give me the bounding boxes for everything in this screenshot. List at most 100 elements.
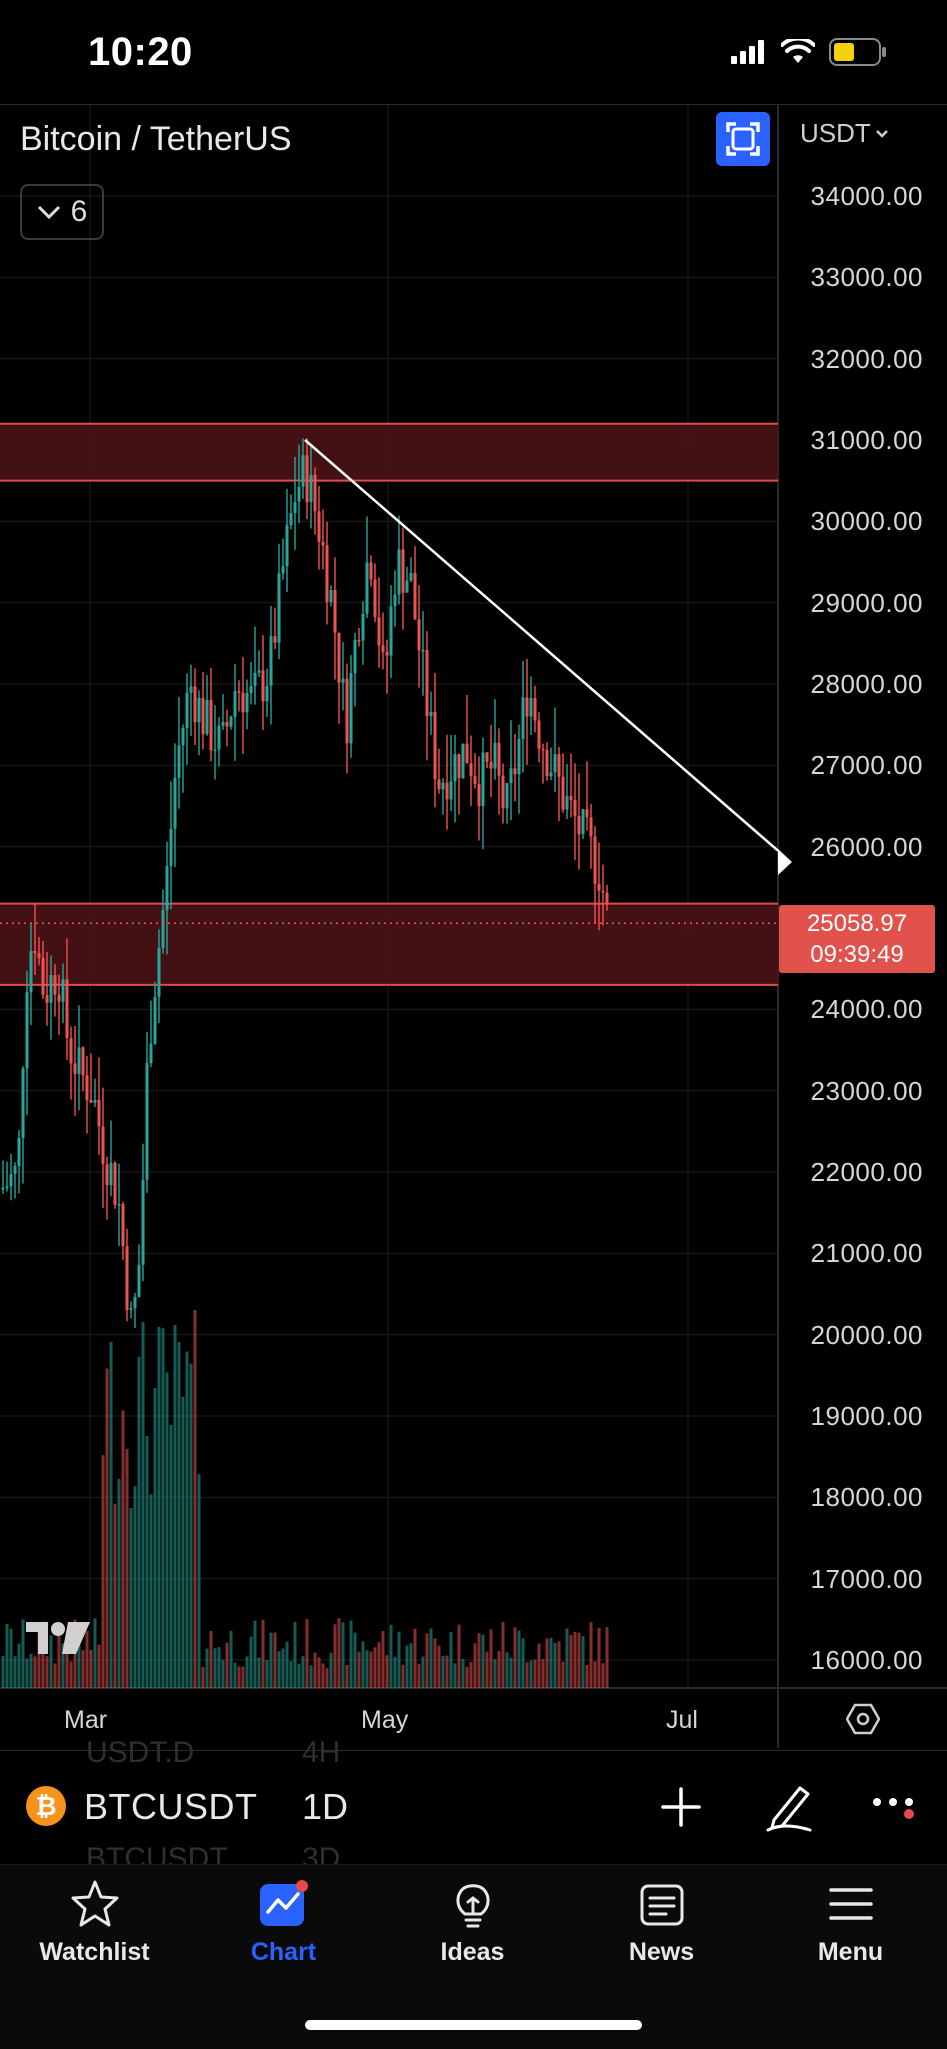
candle-body bbox=[605, 892, 609, 905]
candle-body bbox=[45, 995, 49, 1003]
price-tick-label: 33000.00 bbox=[810, 262, 923, 293]
volume-bar bbox=[25, 1658, 29, 1688]
candle-body bbox=[213, 749, 217, 751]
time-tick-jul: Jul bbox=[666, 1706, 698, 1734]
wifi-icon bbox=[781, 39, 815, 63]
volume-bar bbox=[397, 1631, 401, 1688]
candle-body bbox=[393, 594, 397, 607]
tab-menu[interactable]: Menu bbox=[756, 1878, 945, 1967]
volume-bar bbox=[173, 1325, 177, 1688]
volume-bar bbox=[257, 1657, 261, 1688]
volume-bar bbox=[57, 1635, 61, 1688]
candle-body bbox=[389, 606, 393, 656]
fullscreen-button[interactable] bbox=[716, 112, 770, 166]
candle-body bbox=[133, 1297, 137, 1309]
chevron-down-icon bbox=[37, 205, 60, 220]
chart-icon bbox=[259, 1880, 308, 1926]
candle-body bbox=[365, 562, 369, 614]
candle-body bbox=[489, 761, 493, 769]
menu-icon bbox=[828, 1888, 873, 1920]
volume-bar bbox=[285, 1641, 289, 1688]
more-options-button[interactable] bbox=[872, 1792, 918, 1827]
volume-bar bbox=[49, 1635, 53, 1688]
candle-body bbox=[481, 752, 485, 807]
candle-body bbox=[569, 796, 573, 800]
trendline bbox=[304, 439, 779, 852]
volume-bar bbox=[553, 1642, 557, 1688]
volume-bar bbox=[337, 1618, 341, 1688]
volume-bar bbox=[165, 1372, 169, 1688]
status-icons bbox=[731, 38, 887, 66]
candle-body bbox=[385, 651, 389, 656]
symbol-bar bbox=[0, 1750, 947, 1865]
candle-body bbox=[49, 975, 53, 1003]
chart-settings-button[interactable] bbox=[845, 1703, 881, 1740]
volume-bar bbox=[545, 1638, 549, 1688]
volume-bar bbox=[489, 1629, 493, 1688]
candle-body bbox=[353, 639, 357, 674]
volume-bar bbox=[369, 1651, 373, 1688]
candle-body bbox=[409, 573, 413, 581]
candle-body bbox=[525, 697, 529, 717]
volume-bar bbox=[93, 1618, 97, 1688]
symbol-picker[interactable]: BTCUSDT bbox=[84, 1786, 258, 1827]
candle-body bbox=[461, 743, 465, 779]
volume-bar bbox=[41, 1621, 45, 1688]
volume-bar bbox=[45, 1656, 49, 1688]
candle-body bbox=[97, 1100, 101, 1127]
volume-bar bbox=[1, 1655, 5, 1688]
candle-body bbox=[125, 1246, 129, 1311]
candle-body bbox=[145, 1063, 149, 1180]
tab-news-label: News bbox=[628, 1938, 695, 1966]
drawing-tools-button[interactable] bbox=[764, 1780, 814, 1839]
tab-watchlist-label: Watchlist bbox=[39, 1938, 150, 1966]
tab-chart-label: Chart bbox=[250, 1938, 317, 1966]
price-tick-label: 23000.00 bbox=[810, 1075, 923, 1106]
volume-bar bbox=[601, 1663, 605, 1688]
volume-bar bbox=[213, 1648, 217, 1688]
candle-body bbox=[1, 1187, 5, 1190]
candle-body bbox=[277, 573, 281, 643]
volume-bar bbox=[417, 1663, 421, 1688]
tab-news[interactable]: News bbox=[567, 1878, 756, 1967]
candle-body bbox=[33, 950, 37, 954]
tab-ideas[interactable]: Ideas bbox=[378, 1878, 567, 1967]
candle-body bbox=[517, 739, 521, 775]
indicators-toggle-button[interactable]: 6 bbox=[20, 184, 104, 240]
volume-bar bbox=[345, 1664, 349, 1688]
volume-bar bbox=[377, 1642, 381, 1688]
volume-bar bbox=[525, 1662, 529, 1688]
interval-picker[interactable]: 1D bbox=[302, 1786, 349, 1827]
interval-picker-above[interactable]: 4H bbox=[302, 1736, 341, 1769]
volume-bar bbox=[477, 1633, 481, 1688]
volume-bar bbox=[197, 1474, 201, 1688]
volume-bar bbox=[565, 1628, 569, 1688]
price-chart[interactable] bbox=[0, 104, 947, 1749]
tab-chart[interactable]: Chart bbox=[189, 1878, 378, 1967]
candle-body bbox=[437, 779, 441, 790]
candle-body bbox=[165, 865, 169, 911]
chart-area[interactable] bbox=[0, 104, 947, 1749]
currency-select[interactable]: USDT bbox=[800, 118, 889, 149]
add-button[interactable] bbox=[660, 1786, 702, 1833]
volume-bar bbox=[121, 1410, 125, 1688]
candle-body bbox=[285, 525, 289, 567]
candle-body bbox=[441, 782, 445, 790]
candle-body bbox=[333, 590, 337, 633]
candle-body bbox=[209, 700, 213, 751]
volume-bar bbox=[169, 1424, 173, 1688]
volume-bar bbox=[557, 1641, 561, 1688]
volume-bar bbox=[381, 1631, 385, 1688]
volume-bar bbox=[433, 1638, 437, 1688]
volume-bar bbox=[97, 1644, 101, 1688]
volume-bar bbox=[393, 1656, 397, 1688]
price-tick-label: 34000.00 bbox=[810, 181, 923, 211]
candle-body bbox=[185, 692, 189, 729]
symbol-picker-above[interactable]: USDT.D bbox=[86, 1736, 195, 1769]
tab-watchlist[interactable]: Watchlist bbox=[0, 1878, 189, 1967]
candle-body bbox=[429, 711, 433, 717]
candle-body bbox=[129, 1308, 133, 1311]
chart-symbol-title: Bitcoin / TetherUS bbox=[20, 120, 292, 158]
candle-body bbox=[249, 686, 253, 694]
candle-body bbox=[101, 1126, 105, 1165]
